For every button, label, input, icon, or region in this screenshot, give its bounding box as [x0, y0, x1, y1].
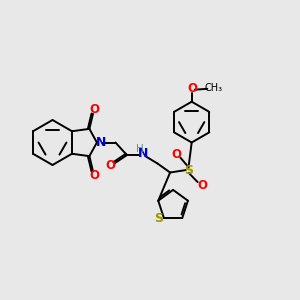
- Text: S: S: [184, 164, 194, 177]
- Text: H: H: [136, 144, 143, 154]
- Text: O: O: [187, 82, 197, 95]
- Text: CH₃: CH₃: [205, 83, 223, 93]
- Text: O: O: [89, 103, 100, 116]
- Text: O: O: [197, 178, 207, 192]
- Text: S: S: [154, 212, 163, 225]
- Text: N: N: [96, 136, 106, 149]
- Text: O: O: [89, 169, 100, 182]
- Text: O: O: [171, 148, 181, 161]
- Text: N: N: [138, 147, 148, 161]
- Text: O: O: [105, 159, 115, 172]
